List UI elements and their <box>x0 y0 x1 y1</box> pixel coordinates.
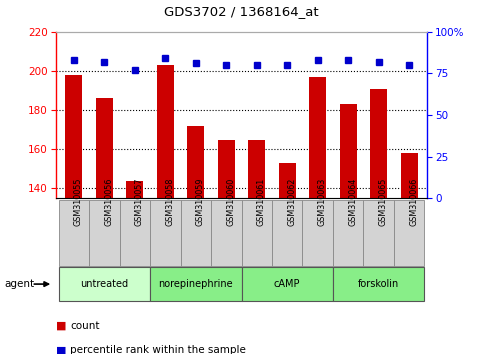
Bar <box>187 126 204 198</box>
Bar <box>302 200 333 266</box>
Text: GSM310060: GSM310060 <box>226 178 235 226</box>
Text: percentile rank within the sample: percentile rank within the sample <box>70 346 246 354</box>
Bar <box>96 98 113 198</box>
Text: GSM310066: GSM310066 <box>409 178 418 226</box>
Bar <box>363 200 394 266</box>
Text: GSM310062: GSM310062 <box>287 178 296 226</box>
Bar <box>401 153 417 198</box>
Bar <box>89 200 120 266</box>
Bar <box>150 200 181 266</box>
Bar <box>58 200 89 266</box>
Bar <box>66 75 82 198</box>
Text: agent: agent <box>5 279 35 289</box>
Text: GSM310063: GSM310063 <box>318 178 327 226</box>
Bar <box>242 267 333 301</box>
Text: untreated: untreated <box>80 279 128 289</box>
Text: GSM310061: GSM310061 <box>257 178 266 226</box>
Text: GSM310057: GSM310057 <box>135 178 144 226</box>
Text: GSM310065: GSM310065 <box>379 178 388 226</box>
Bar <box>58 267 150 301</box>
Bar <box>340 104 356 198</box>
Bar <box>127 181 143 198</box>
Bar <box>150 267 242 301</box>
Text: ■: ■ <box>56 321 66 331</box>
Bar <box>272 200 302 266</box>
Bar <box>181 200 211 266</box>
Bar <box>242 200 272 266</box>
Bar <box>248 139 265 198</box>
Text: GSM310064: GSM310064 <box>348 178 357 226</box>
Bar <box>333 200 363 266</box>
Bar <box>157 65 174 198</box>
Text: cAMP: cAMP <box>274 279 300 289</box>
Text: ■: ■ <box>56 346 66 354</box>
Text: forskolin: forskolin <box>358 279 399 289</box>
Text: GSM310056: GSM310056 <box>104 178 114 226</box>
Bar <box>211 200 242 266</box>
Text: GDS3702 / 1368164_at: GDS3702 / 1368164_at <box>164 5 319 18</box>
Bar <box>333 267 425 301</box>
Bar <box>394 200 425 266</box>
Bar <box>279 163 296 198</box>
Text: norepinephrine: norepinephrine <box>158 279 233 289</box>
Bar <box>309 77 326 198</box>
Bar <box>120 200 150 266</box>
Bar <box>218 139 235 198</box>
Text: count: count <box>70 321 99 331</box>
Text: GSM310058: GSM310058 <box>165 178 174 226</box>
Bar <box>370 88 387 198</box>
Text: GSM310055: GSM310055 <box>74 178 83 226</box>
Text: GSM310059: GSM310059 <box>196 178 205 226</box>
